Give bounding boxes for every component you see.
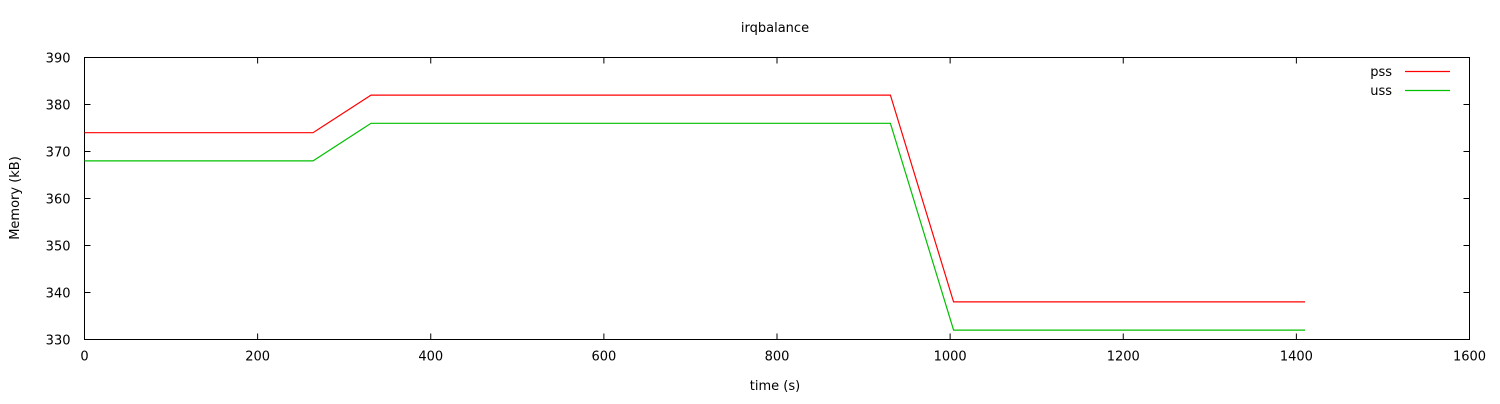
series-line-uss: [84, 122, 1306, 331]
series-line-pss: [84, 94, 1306, 303]
y-tick-label: 360: [46, 193, 71, 208]
legend: pss uss: [1370, 65, 1450, 99]
x-tick-label: 1200: [1107, 350, 1140, 365]
y-tick-label: 330: [46, 334, 71, 349]
y-axis-label: Memory (kB): [8, 156, 23, 240]
plot-frame: [84, 57, 1470, 340]
x-tick-label: 800: [765, 350, 790, 365]
legend-label-pss: pss: [1370, 65, 1392, 80]
x-axis-label: time (s): [750, 379, 800, 394]
y-tick-label: 370: [46, 146, 71, 161]
chart-title: irqbalance: [741, 21, 809, 36]
y-tick-label: 380: [46, 99, 71, 114]
y-tick-label: 340: [46, 287, 71, 302]
x-tick-label: 0: [80, 350, 88, 365]
x-tick-label: 1400: [1280, 350, 1313, 365]
y-tick-label: 350: [46, 240, 71, 255]
x-tick-label: 400: [418, 350, 443, 365]
legend-label-uss: uss: [1370, 84, 1392, 99]
x-tick-label: 1000: [934, 350, 967, 365]
x-tick-label: 200: [245, 350, 270, 365]
x-tick-label: 600: [591, 350, 616, 365]
x-tick-label: 1600: [1453, 350, 1486, 365]
y-tick-label: 390: [46, 52, 71, 67]
